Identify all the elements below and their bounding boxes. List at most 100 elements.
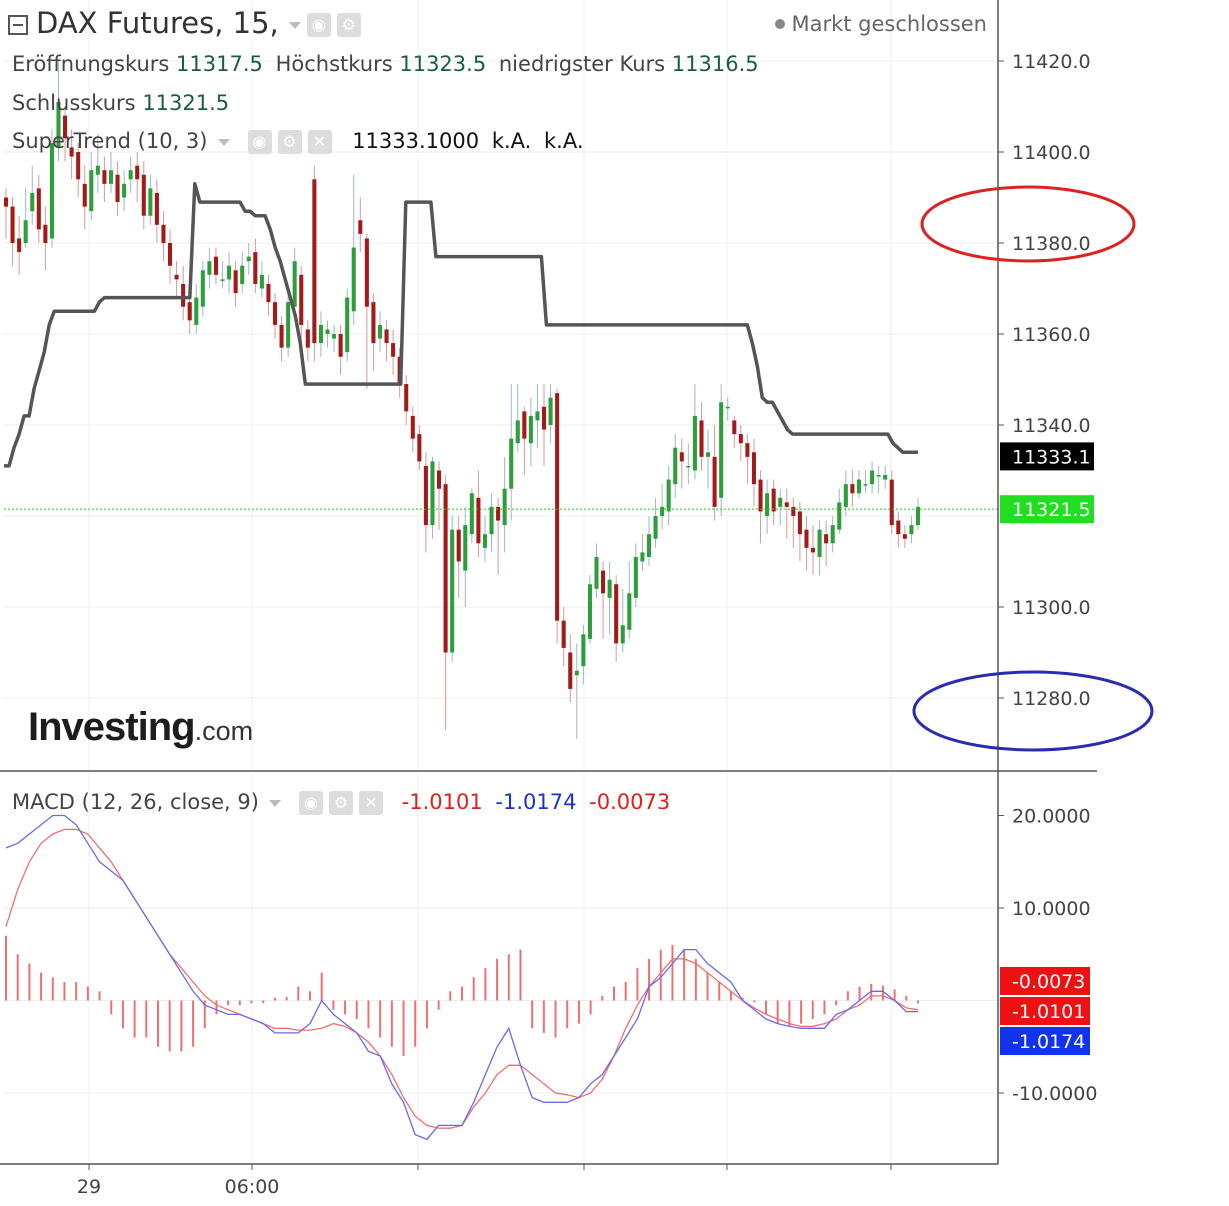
y-tick-label: 11360.0: [1012, 324, 1091, 346]
supertrend-caret-icon[interactable]: [217, 138, 230, 146]
gear-icon[interactable]: ⚙: [336, 13, 361, 37]
candle-body: [870, 470, 875, 485]
supertrend-close-icon[interactable]: ✕: [307, 130, 332, 154]
candle-body: [456, 529, 461, 562]
candle-body: [824, 534, 829, 544]
candle-body: [601, 570, 606, 594]
dropdown-caret-icon[interactable]: [288, 21, 301, 29]
candle-body: [384, 329, 389, 344]
candle-body: [108, 170, 114, 184]
candle-body: [640, 552, 645, 562]
candle-body: [633, 556, 638, 598]
macd-label: MACD (12, 26, close, 9): [12, 790, 259, 814]
candle-body: [883, 475, 888, 480]
collapse-icon[interactable]: [8, 15, 28, 35]
macd-signal-value: -1.0174: [495, 790, 577, 814]
close-value: 11321.5: [142, 91, 230, 115]
eye-icon[interactable]: ◉: [306, 13, 331, 37]
candle-body: [568, 652, 573, 689]
candle-body: [496, 506, 501, 521]
candle-body: [128, 170, 133, 180]
candle-body: [437, 470, 442, 489]
candle-body: [194, 297, 199, 325]
candle-body: [706, 452, 711, 457]
candle-body: [692, 415, 697, 471]
candle-body: [876, 475, 881, 477]
open-label: Eröffnungskurs: [12, 52, 170, 76]
candle-body: [679, 452, 684, 462]
candle-body: [528, 415, 533, 444]
logo-main: Investing: [28, 705, 196, 749]
candle-body: [148, 188, 153, 216]
candle-body: [89, 170, 94, 212]
candle-body: [850, 484, 855, 494]
candle-body: [745, 443, 750, 457]
candle-body: [410, 415, 415, 439]
supertrend-eye-icon[interactable]: ◉: [247, 130, 272, 154]
candle-body: [673, 447, 678, 485]
macd-badge-label: -0.0073: [1012, 971, 1085, 993]
supertrend-gear-icon[interactable]: ⚙: [277, 130, 302, 154]
macd-eye-icon[interactable]: ◉: [298, 791, 323, 815]
candle-body: [174, 274, 179, 280]
macd-badge-bg: [1000, 1027, 1090, 1055]
candle-body: [377, 324, 383, 339]
candle-body: [719, 402, 724, 498]
candle-body: [837, 502, 842, 530]
supertrend-value: 11333.1000: [352, 129, 480, 153]
y-tick-label: 11280.0: [1012, 688, 1091, 710]
macd-hist-value: -0.0073: [589, 790, 671, 814]
candle-body: [30, 192, 35, 212]
candle-body: [758, 479, 763, 512]
macd-badge-label: -1.0101: [1012, 1001, 1085, 1023]
supertrend-label: SuperTrend (10, 3): [12, 129, 208, 153]
candle-body: [548, 397, 553, 425]
candle-body: [82, 183, 87, 207]
candle-body: [187, 302, 192, 321]
macd-gear-icon[interactable]: ⚙: [328, 791, 353, 815]
candle-body: [122, 183, 127, 198]
candle-body: [325, 329, 330, 334]
macd-y-tick-label: 10.0000: [1012, 898, 1091, 920]
candle-body: [259, 274, 264, 289]
candle-body: [843, 484, 848, 507]
candle-body: [889, 479, 894, 526]
candle-body: [69, 147, 74, 157]
macd-badge-bg: [1000, 997, 1090, 1025]
macd-caret-icon[interactable]: [268, 799, 281, 807]
candle-body: [535, 411, 540, 421]
candle-body: [95, 165, 100, 175]
x-tick-label: 06:00: [225, 1176, 280, 1198]
chart-title: DAX Futures, 15, ◉ ⚙: [8, 6, 361, 40]
candle-body: [646, 534, 652, 557]
candle-body: [102, 170, 107, 184]
candle-body: [732, 420, 737, 435]
candle-body: [299, 274, 304, 325]
red-highlight-ellipse: [920, 185, 1136, 263]
candle-body: [246, 256, 251, 262]
candle-body: [292, 261, 297, 307]
macd-close-icon[interactable]: ✕: [358, 791, 383, 815]
blue-highlight-ellipse: [912, 670, 1154, 752]
candle-body: [253, 252, 258, 284]
candle-body: [200, 270, 205, 307]
candle-body: [351, 247, 356, 312]
candle-body: [738, 434, 743, 444]
candle-body: [3, 197, 9, 207]
candle-body: [725, 406, 730, 409]
candle-body: [17, 238, 22, 253]
candle-body: [10, 206, 15, 243]
candle-body: [56, 101, 61, 148]
ohlc-line: Eröffnungskurs 11317.5 Höchstkurs 11323.…: [12, 52, 759, 76]
last-price-label: 11321.5: [1012, 499, 1091, 521]
candle-body: [810, 547, 816, 553]
candle-body: [581, 634, 586, 667]
candle-body: [154, 192, 159, 225]
supertrend-legend: SuperTrend (10, 3) ◉ ⚙ ✕ 11333.1000 k.A. k.…: [12, 129, 584, 154]
candle-body: [856, 479, 861, 494]
candle-body: [233, 270, 238, 294]
candle-body: [791, 506, 796, 516]
candle-body: [699, 420, 704, 457]
candle-body: [660, 506, 665, 516]
